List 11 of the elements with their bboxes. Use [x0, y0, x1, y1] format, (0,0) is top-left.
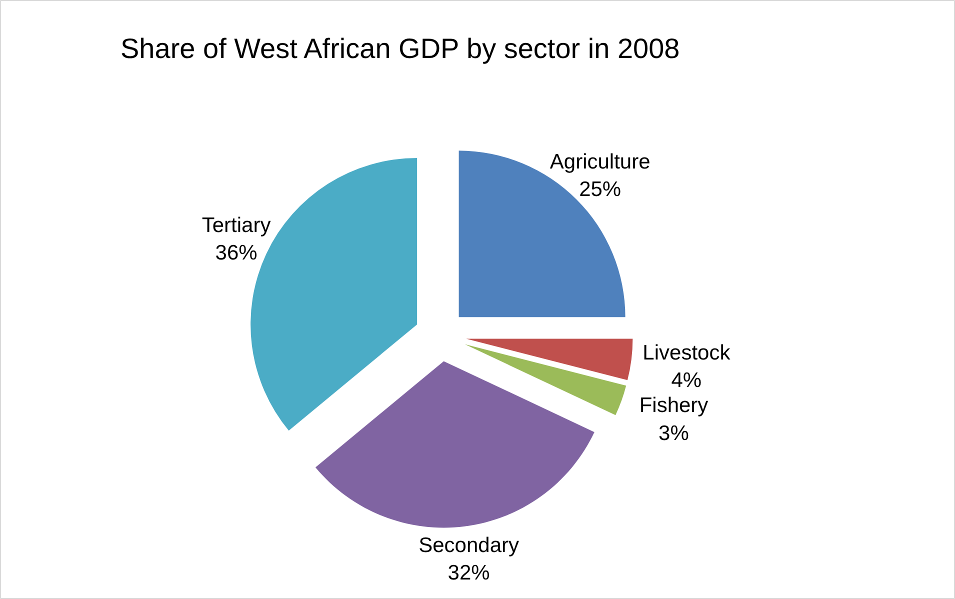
chart-title: Share of West African GDP by sector in 2008	[120, 33, 680, 64]
slice-label: Agriculture	[550, 150, 650, 174]
data-label: 4%	[671, 368, 702, 392]
slice-label: Tertiary	[202, 214, 272, 238]
slice-label: Secondary	[418, 534, 520, 558]
data-label: 25%	[579, 178, 622, 202]
slice-label: Livestock	[642, 341, 731, 364]
data-label: 3%	[658, 422, 689, 445]
slice-label: Fishery	[639, 394, 709, 418]
data-label: 32%	[448, 562, 490, 585]
data-label: 36%	[215, 242, 258, 265]
